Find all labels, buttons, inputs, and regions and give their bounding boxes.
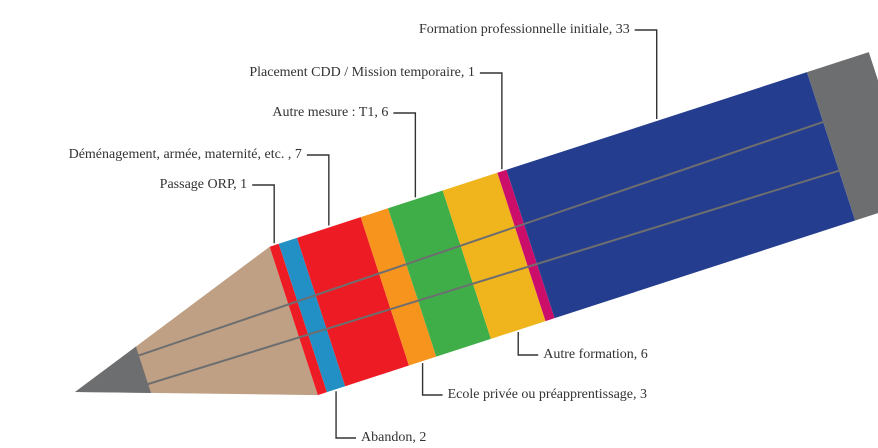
pencil-segment xyxy=(360,208,437,366)
pencil-line xyxy=(117,112,848,364)
pencil-eraser xyxy=(806,52,878,221)
leader-line xyxy=(306,154,330,226)
pencil-segment xyxy=(296,217,409,387)
leader-line xyxy=(479,72,503,170)
pencil xyxy=(75,52,878,396)
pencil-segment xyxy=(442,172,546,339)
pencil-segment xyxy=(506,72,856,319)
leader-line xyxy=(634,29,658,119)
segment-label: Abandon, 2 xyxy=(361,430,426,445)
segment-label: Placement CDD / Mission temporaire, 1 xyxy=(249,65,475,80)
pencil-segment xyxy=(278,237,346,393)
leader-line xyxy=(421,363,443,396)
leader-line xyxy=(517,332,539,356)
segment-label: Autre mesure : T1, 6 xyxy=(272,105,388,120)
leader-line xyxy=(393,112,417,198)
leader-line xyxy=(335,391,357,439)
leader-line xyxy=(252,184,275,244)
segment-label: Ecole privée ou préapprentissage, 3 xyxy=(448,387,647,402)
segment-label: Passage ORP, 1 xyxy=(160,177,248,192)
pencil-line xyxy=(126,162,864,392)
pencil-segment xyxy=(269,243,327,396)
segment-label: Autre formation, 6 xyxy=(543,347,648,362)
pencil-segment xyxy=(497,169,555,322)
segment-label: Déménagement, armée, maternité, etc. , 7 xyxy=(69,147,302,162)
pencil-segment xyxy=(388,190,491,357)
segment-label: Formation professionnelle initiale, 33 xyxy=(419,22,630,37)
labels: Passage ORP, 1 Abandon, 2 Déménagement, ar… xyxy=(69,22,658,445)
